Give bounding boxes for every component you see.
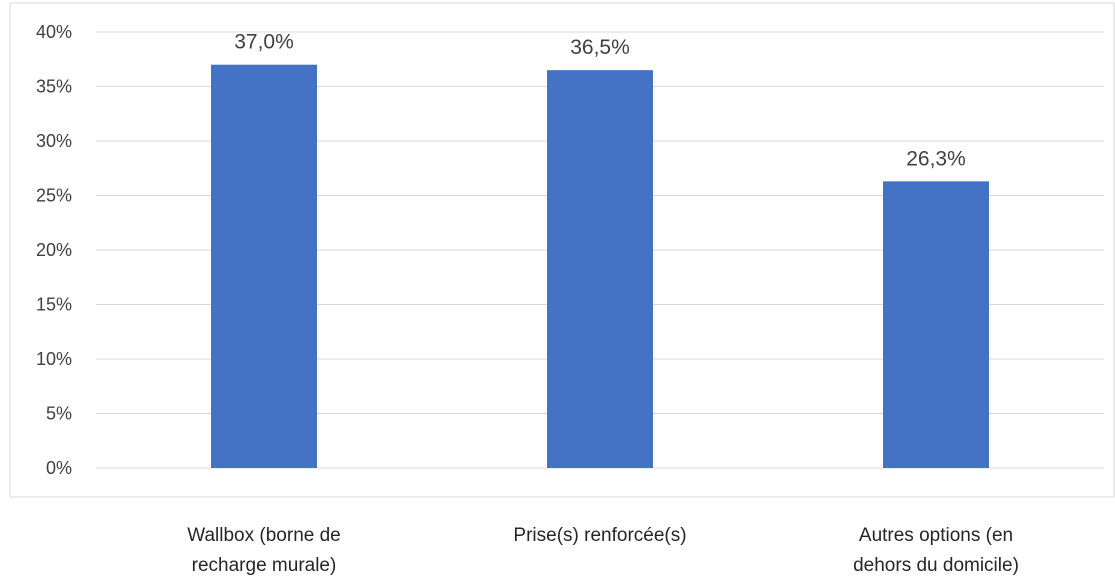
data-labels: 37,0% 36,5% 26,3% [234,31,966,171]
bars [211,64,989,469]
category-label: Prise(s) renforcée(s) [513,525,686,546]
bar [883,181,989,468]
y-tick-label: 25% [36,186,72,206]
data-label: 36,5% [570,36,630,59]
category-label: dehors du domicile) [853,555,1019,576]
y-tick-label: 35% [36,77,72,97]
x-axis-category-labels: Wallbox (borne de recharge murale) Prise(s… [187,525,1019,576]
y-tick-label: 5% [46,404,72,424]
category-label: recharge murale) [192,555,337,576]
y-tick-label: 30% [36,131,72,151]
y-tick-label: 15% [36,295,72,315]
bar [547,70,653,469]
y-tick-label: 20% [36,240,72,260]
data-label: 26,3% [906,147,966,170]
y-tick-label: 40% [36,22,72,42]
y-tick-label: 0% [46,458,72,478]
y-axis-tick-labels: 0% 5% 10% 15% 20% 25% 30% 35% 40% [36,22,72,478]
data-label: 37,0% [234,31,294,54]
category-label: Autres options (en [859,525,1013,546]
y-tick-label: 10% [36,349,72,369]
bar [211,64,317,468]
category-label: Wallbox (borne de [187,525,340,546]
